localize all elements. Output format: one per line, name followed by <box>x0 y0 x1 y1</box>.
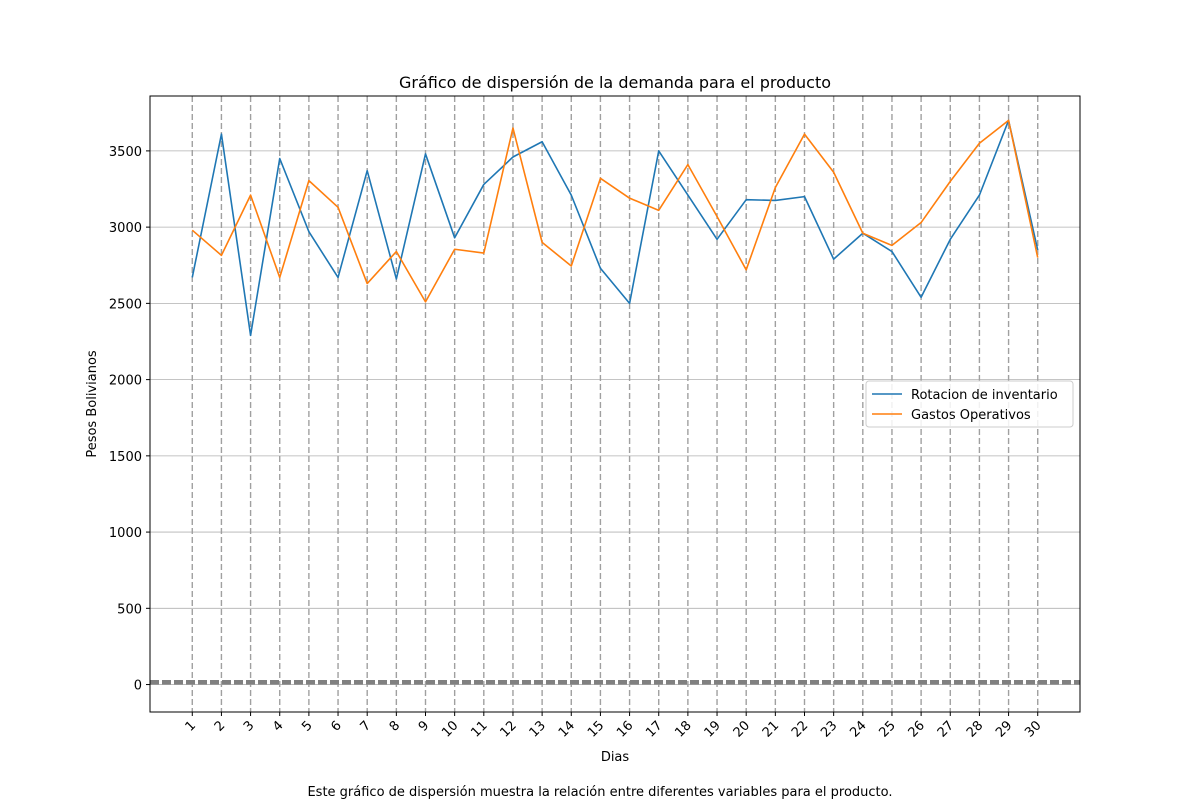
y-axis: 0 500 1000 1500 2000 2500 3000 3500 <box>109 145 150 694</box>
y-axis-label: Pesos Bolivianos <box>85 350 100 458</box>
series-line-1 <box>191 119 1039 337</box>
y-tick-label: 2000 <box>109 374 142 389</box>
legend: Rotacion de inventario Gastos Operativos <box>865 380 1074 428</box>
grid-layer <box>150 96 1080 712</box>
y-tick-label: 1000 <box>109 526 142 541</box>
y-tick-label: 3500 <box>109 145 142 160</box>
y-tick-label: 1500 <box>109 450 142 465</box>
y-tick-label: 500 <box>117 602 142 617</box>
series-layer <box>191 119 1039 337</box>
chart-caption: Este gráfico de dispersión muestra la re… <box>307 785 892 800</box>
legend-box <box>865 380 1074 428</box>
chart-title: Gráfico de dispersión de la demanda para… <box>399 73 831 92</box>
series-line-2 <box>191 119 1039 303</box>
y-tick-label: 0 <box>134 679 142 694</box>
y-tick-label: 2500 <box>109 297 142 312</box>
y-tick-label: 3000 <box>109 221 142 236</box>
legend-label: Gastos Operativos <box>911 408 1031 423</box>
legend-label: Rotacion de inventario <box>911 388 1058 403</box>
x-axis-label: Dias <box>601 750 630 765</box>
plot-frame <box>149 95 1081 713</box>
